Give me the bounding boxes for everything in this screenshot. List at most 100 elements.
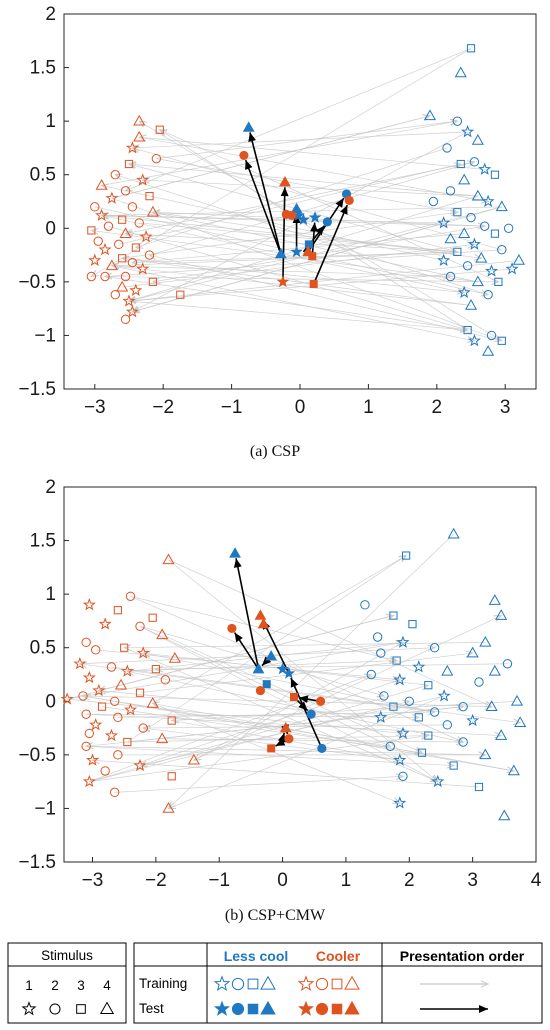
training-point-circle [81,637,91,648]
training-point-triangle [514,716,527,728]
training-arrow [79,648,435,665]
training-point-circle [160,675,171,685]
training-point-square [453,208,462,217]
training-point-triangle [105,259,118,271]
y-tick-label: −0.5 [18,272,56,293]
training-point-circle [90,645,101,655]
training-point-square [148,613,157,622]
training-point-circle [100,766,110,776]
legend-less-cool-circle-icon [231,977,245,991]
x-tick-label: 4 [531,870,542,891]
test-point-square [262,680,271,689]
training-point-square [151,665,160,674]
test-point-triangle [242,121,255,132]
x-tick-label: −1 [221,397,243,418]
training-point-circle [466,212,476,223]
training-arrow [139,136,488,201]
training-arrow [122,212,457,259]
training-point-circle [429,707,440,717]
legend-less-cool-square-icon [247,978,259,990]
training-point-triangle [156,732,169,744]
training-arrow [169,695,445,809]
training-arrow [139,625,384,696]
test-point-circle [239,150,249,161]
legend-stimulus-star-icon [21,1001,37,1016]
test-arrow [312,204,349,285]
caption-a: (a) CSP [250,443,300,460]
training-arrow [168,559,438,782]
training-point-star [467,237,481,250]
training-point-circle [113,750,123,760]
training-point-circle [462,261,473,271]
training-point-star [89,718,103,731]
training-arrow [139,680,400,766]
training-arrow [86,745,453,765]
x-tick-label: −2 [152,397,174,418]
training-arrow [111,116,430,199]
training-point-star [396,635,410,648]
training-point-square [466,44,476,53]
training-point-circle [93,236,103,246]
training-point-circle [81,741,91,751]
legend-stimulus-title: Stimulus [41,948,93,963]
training-point-square [167,772,176,781]
training-point-circle [78,691,88,701]
training-point-triangle [133,130,146,142]
training-point-square [402,551,411,560]
legend-cooler-square-icon [331,1003,343,1015]
training-arrow [83,696,391,747]
legend-cooler-star-icon [297,975,315,992]
legend-cooler-star-icon [297,1000,315,1016]
training-point-star [82,774,96,788]
training-point-triangle [495,729,508,740]
training-arrow [156,663,508,669]
training-point-star [437,689,451,702]
test-arrow [280,187,289,282]
training-arrow [193,616,501,761]
training-point-star [133,758,147,772]
training-point-circle [114,239,124,250]
x-tick-label: −3 [82,870,104,891]
training-point-star [98,242,112,256]
legend-stimulus-square-icon [76,1004,86,1014]
test-arrow [248,132,282,255]
training-point-triangle [119,227,132,238]
training-arrow [101,121,458,186]
training-point-circle [106,662,117,672]
test-point-star [276,275,290,288]
training-point-star [82,670,96,684]
training-arrow [152,556,406,704]
training-point-triangle [162,553,175,565]
legend: Stimulus 1 2 3 4 Less cool Cooler Presentat… [7,942,543,1024]
test-point-triangle [229,547,241,558]
training-point-circle [445,271,456,282]
training-point-square [453,247,462,256]
test-point-triangle [257,617,270,629]
training-point-star [139,230,153,243]
training-arrow [82,695,514,771]
y-tick-label: 1 [45,584,56,605]
legend-stimulus-number: 2 [51,978,59,993]
y-tick-label: −1 [34,325,56,346]
training-point-star [393,796,407,809]
training-point-triangle [479,635,492,647]
training-point-circle [84,728,95,739]
training-point-triangle [471,134,484,145]
training-arrow [130,595,464,742]
training-arrow [89,685,428,782]
test-point-triangle [254,609,267,620]
training-point-star [431,774,445,788]
training-point-star [396,726,410,739]
test-arrow [310,222,319,257]
training-point-star [60,692,74,705]
training-point-square [494,277,503,286]
training-point-star [125,305,139,318]
x-tick-labels-a: −3 −2 −1 0 1 2 3 [84,384,511,418]
training-point-square [449,761,458,770]
training-point-star [73,656,87,670]
training-point-star [437,216,451,229]
training-point-triangle [471,189,484,201]
training-point-circle [497,245,507,255]
training-point-circle [486,330,497,341]
training-point-circle [442,143,452,153]
